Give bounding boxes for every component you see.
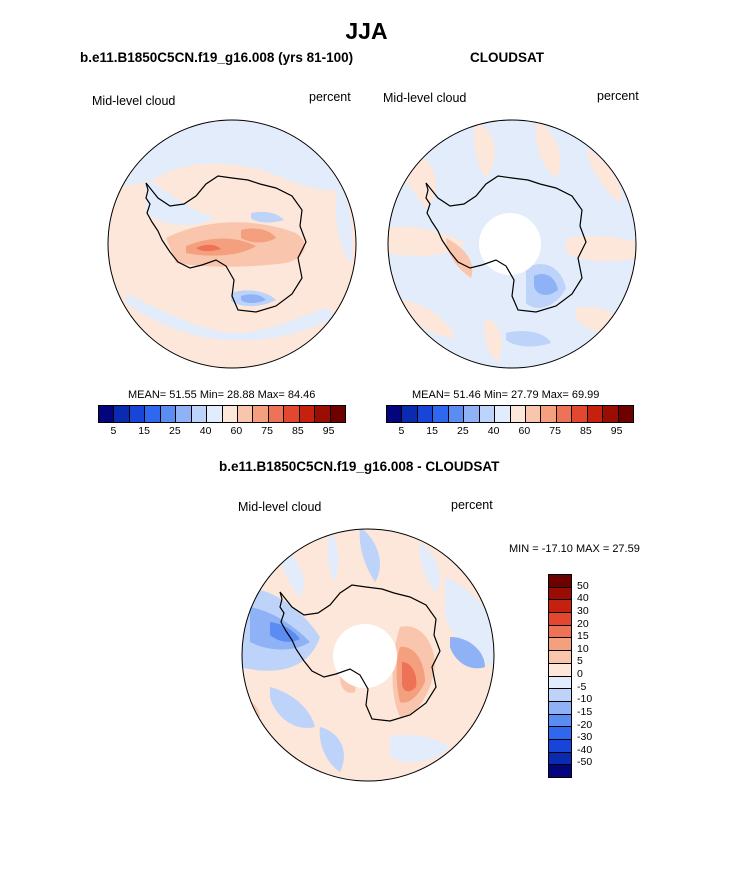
colorbar-swatch <box>315 406 331 422</box>
colorbar-swatch <box>525 406 542 422</box>
colorbar-swatch <box>129 406 146 422</box>
colorbar-tick-label: 15 <box>577 630 589 643</box>
colorbar-tick-label: 75 <box>549 425 561 437</box>
panel-1-variable-label: Mid-level cloud <box>92 94 176 108</box>
colorbar-swatch <box>299 406 316 422</box>
colorbar-tick-label: 30 <box>577 604 589 617</box>
colorbar-tick-label: 5 <box>398 425 405 437</box>
colorbar-swatch <box>191 406 208 422</box>
colorbar-swatch <box>549 714 571 728</box>
colorbar-tick-label: 85 <box>580 425 592 437</box>
colorbar-tick-label: 15 <box>426 425 438 437</box>
panel-3-polar-map <box>241 528 495 782</box>
colorbar-swatch <box>549 752 571 766</box>
colorbar-tick-label: 25 <box>169 425 181 437</box>
colorbar-swatch <box>549 638 571 652</box>
panel-2-colorbar <box>386 405 634 423</box>
colorbar-swatch <box>549 739 571 753</box>
colorbar-tick-label: 15 <box>138 425 150 437</box>
colorbar-swatch <box>402 406 418 422</box>
colorbar-swatch <box>330 406 345 422</box>
colorbar-swatch <box>549 765 571 777</box>
colorbar-swatch <box>549 727 571 740</box>
colorbar-swatch <box>160 406 177 422</box>
colorbar-swatch <box>549 587 571 601</box>
panel-1-colorbar <box>98 405 346 423</box>
panel-2-variable-label: Mid-level cloud <box>383 91 467 105</box>
panel-2-units-label: percent <box>597 89 639 103</box>
colorbar-swatch <box>268 406 285 422</box>
colorbar-tick-label: 5 <box>110 425 117 437</box>
colorbar-swatch <box>237 406 254 422</box>
colorbar-tick-label: -50 <box>577 756 593 769</box>
colorbar-tick-label: 85 <box>292 425 304 437</box>
panel-1-stats: MEAN= 51.55 Min= 28.88 Max= 84.46 <box>128 389 316 401</box>
panel-3-colorbar <box>548 574 572 778</box>
colorbar-tick-label: 75 <box>261 425 273 437</box>
colorbar-tick-label: -40 <box>577 743 593 756</box>
panel-1-units-label: percent <box>309 90 351 104</box>
panel-3-stats: MIN = -17.10 MAX = 27.59 <box>509 543 640 555</box>
colorbar-swatch <box>549 701 571 715</box>
colorbar-tick-label: 40 <box>487 425 500 437</box>
colorbar-swatch <box>549 625 571 639</box>
colorbar-swatch <box>549 651 571 664</box>
colorbar-swatch <box>572 406 588 422</box>
colorbar-swatch <box>145 406 161 422</box>
colorbar-tick-label: 0 <box>577 668 583 680</box>
colorbar-tick-label: 10 <box>577 642 589 655</box>
colorbar-swatch <box>587 406 604 422</box>
colorbar-tick-label: 40 <box>577 592 589 605</box>
panel-1-title: b.e11.B1850C5CN.f19_g16.008 (yrs 81-100) <box>80 50 354 65</box>
colorbar-swatch <box>433 406 449 422</box>
colorbar-tick-label: 25 <box>457 425 469 437</box>
colorbar-tick-label: 60 <box>518 425 531 437</box>
colorbar-swatch <box>99 406 115 422</box>
colorbar-swatch <box>222 406 238 422</box>
colorbar-swatch <box>495 406 511 422</box>
colorbar-tick-label: 40 <box>199 425 212 437</box>
colorbar-swatch <box>618 406 633 422</box>
colorbar-tick-label: -20 <box>577 718 593 731</box>
colorbar-tick-label: -10 <box>577 693 593 706</box>
panel-3-units-label: percent <box>451 498 493 512</box>
colorbar-tick-label: -5 <box>577 680 587 693</box>
colorbar-swatch <box>448 406 465 422</box>
colorbar-tick-label: 95 <box>322 425 335 437</box>
colorbar-swatch <box>207 406 223 422</box>
colorbar-swatch <box>549 613 571 626</box>
panel-2-title: CLOUDSAT <box>470 50 544 65</box>
colorbar-tick-label: -30 <box>577 731 593 744</box>
colorbar-swatch <box>253 406 269 422</box>
colorbar-swatch <box>176 406 192 422</box>
colorbar-swatch <box>556 406 573 422</box>
colorbar-swatch <box>549 663 571 677</box>
colorbar-swatch <box>464 406 480 422</box>
panel-1-polar-map <box>107 119 357 369</box>
main-title: JJA <box>345 18 388 44</box>
colorbar-tick-label: 60 <box>230 425 243 437</box>
colorbar-swatch <box>114 406 130 422</box>
colorbar-swatch <box>541 406 557 422</box>
colorbar-tick-label: -15 <box>577 705 593 718</box>
colorbar-swatch <box>549 676 571 690</box>
colorbar-swatch <box>549 575 571 588</box>
colorbar-swatch <box>479 406 496 422</box>
colorbar-swatch <box>284 406 300 422</box>
colorbar-tick-label: 5 <box>577 655 583 668</box>
colorbar-swatch <box>603 406 619 422</box>
panel-3-title: b.e11.B1850C5CN.f19_g16.008 - CLOUDSAT <box>219 459 500 474</box>
colorbar-swatch <box>510 406 526 422</box>
colorbar-tick-label: 95 <box>610 425 623 437</box>
colorbar-tick-label: 50 <box>577 579 589 592</box>
panel-3-variable-label: Mid-level cloud <box>238 500 322 514</box>
panel-2-stats: MEAN= 51.46 Min= 27.79 Max= 69.99 <box>412 389 600 401</box>
colorbar-swatch <box>387 406 403 422</box>
colorbar-swatch <box>549 600 571 614</box>
colorbar-swatch <box>417 406 434 422</box>
colorbar-tick-label: 20 <box>577 617 589 630</box>
colorbar-swatch <box>549 689 571 702</box>
panel-2-polar-map <box>387 119 637 369</box>
